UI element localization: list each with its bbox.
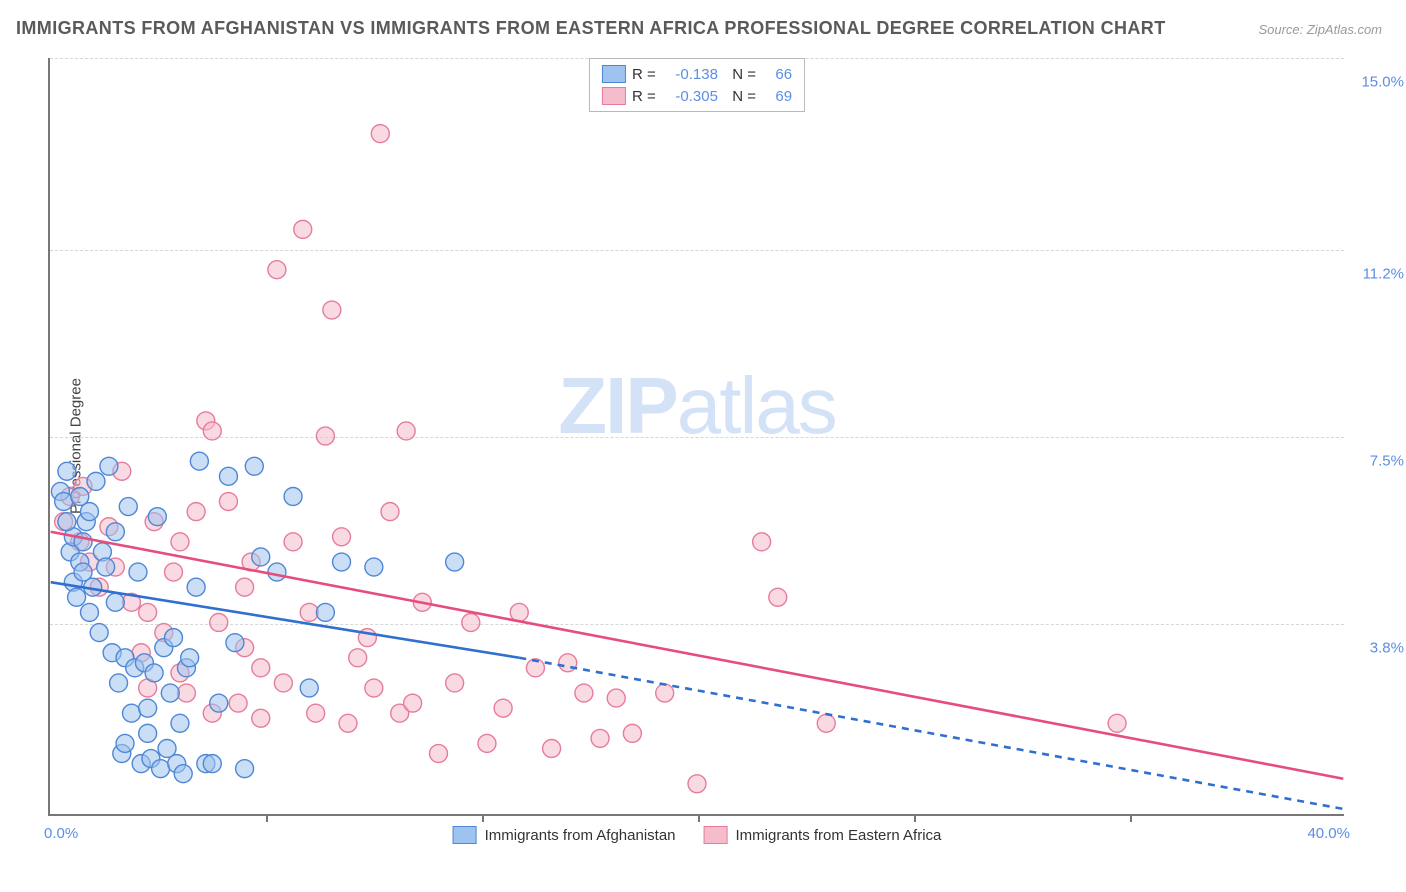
swatch-eastern-africa <box>602 87 626 105</box>
y-tick-label: 3.8% <box>1370 639 1404 656</box>
legend-entry-afghanistan: Immigrants from Afghanistan <box>453 826 676 844</box>
y-tick-label: 15.0% <box>1361 74 1404 91</box>
chart-plot-area: ZIPatlas 3.8%7.5%11.2%15.0% R = -0.138 N… <box>48 58 1344 816</box>
legend-row-eastern-africa: R = -0.305 N = 69 <box>602 85 792 107</box>
legend-n-afghanistan: 66 <box>762 66 792 83</box>
legend-r-label: R = <box>632 88 658 105</box>
swatch-afghanistan <box>602 65 626 83</box>
x-axis-min-label: 0.0% <box>44 825 78 842</box>
y-tick-label: 7.5% <box>1370 453 1404 470</box>
legend-correlation: R = -0.138 N = 66 R = -0.305 N = 69 <box>589 58 805 112</box>
swatch-afghanistan <box>453 826 477 844</box>
chart-svg <box>50 58 1344 814</box>
legend-n-label: N = <box>724 66 756 83</box>
legend-r-afghanistan: -0.138 <box>664 66 718 83</box>
legend-series: Immigrants from Afghanistan Immigrants f… <box>453 826 942 844</box>
legend-n-eastern-africa: 69 <box>762 88 792 105</box>
swatch-eastern-africa <box>704 826 728 844</box>
chart-title: IMMIGRANTS FROM AFGHANISTAN VS IMMIGRANT… <box>16 18 1166 39</box>
legend-entry-eastern-africa: Immigrants from Eastern Africa <box>704 826 942 844</box>
series-label-afghanistan: Immigrants from Afghanistan <box>485 827 676 844</box>
y-tick-label: 11.2% <box>1363 266 1404 283</box>
legend-r-label: R = <box>632 66 658 83</box>
series-label-eastern-africa: Immigrants from Eastern Africa <box>736 827 942 844</box>
chart-source: Source: ZipAtlas.com <box>1258 22 1382 37</box>
legend-r-eastern-africa: -0.305 <box>664 88 718 105</box>
x-axis-max-label: 40.0% <box>1307 825 1350 842</box>
legend-row-afghanistan: R = -0.138 N = 66 <box>602 63 792 85</box>
legend-n-label: N = <box>724 88 756 105</box>
